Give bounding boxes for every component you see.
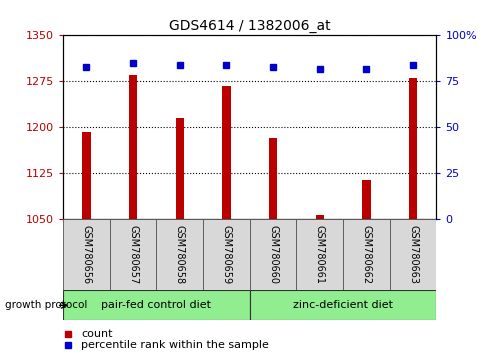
- Text: GSM780660: GSM780660: [268, 225, 277, 284]
- Text: GSM780663: GSM780663: [408, 225, 417, 284]
- Text: GSM780662: GSM780662: [361, 225, 371, 285]
- Bar: [296, 219, 342, 290]
- Bar: [156, 219, 203, 290]
- Text: growth protocol: growth protocol: [5, 300, 87, 310]
- Bar: [408, 78, 417, 219]
- Bar: [82, 132, 91, 219]
- Bar: [129, 75, 137, 219]
- Bar: [63, 219, 109, 290]
- Bar: [63, 290, 249, 320]
- Text: GSM780657: GSM780657: [128, 225, 138, 285]
- Text: GSM780661: GSM780661: [314, 225, 324, 284]
- Text: percentile rank within the sample: percentile rank within the sample: [81, 341, 269, 350]
- Bar: [203, 219, 249, 290]
- Bar: [389, 219, 436, 290]
- Text: GSM780656: GSM780656: [81, 225, 91, 285]
- Bar: [222, 86, 230, 219]
- Text: GSM780659: GSM780659: [221, 225, 231, 285]
- Title: GDS4614 / 1382006_at: GDS4614 / 1382006_at: [168, 19, 330, 33]
- Bar: [342, 219, 389, 290]
- Text: count: count: [81, 329, 113, 339]
- Text: pair-fed control diet: pair-fed control diet: [101, 300, 211, 310]
- Bar: [315, 215, 323, 219]
- Bar: [268, 138, 277, 219]
- Bar: [362, 179, 370, 219]
- Bar: [175, 118, 183, 219]
- Text: zinc-deficient diet: zinc-deficient diet: [292, 300, 393, 310]
- Text: GSM780658: GSM780658: [174, 225, 184, 285]
- Bar: [249, 290, 436, 320]
- Bar: [249, 219, 296, 290]
- Bar: [109, 219, 156, 290]
